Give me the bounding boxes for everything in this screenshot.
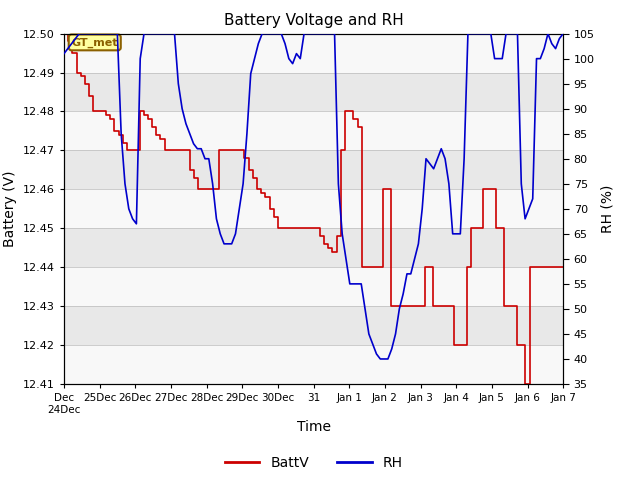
Bar — [64, 189, 563, 228]
Bar — [64, 267, 563, 306]
X-axis label: Time: Time — [296, 420, 331, 434]
Bar — [64, 111, 563, 150]
Bar — [64, 34, 563, 72]
Title: Battery Voltage and RH: Battery Voltage and RH — [224, 13, 403, 28]
Bar — [64, 345, 563, 384]
Y-axis label: Battery (V): Battery (V) — [3, 170, 17, 247]
Y-axis label: RH (%): RH (%) — [600, 185, 614, 233]
Text: GT_met: GT_met — [72, 37, 118, 48]
Legend: BattV, RH: BattV, RH — [219, 450, 408, 475]
